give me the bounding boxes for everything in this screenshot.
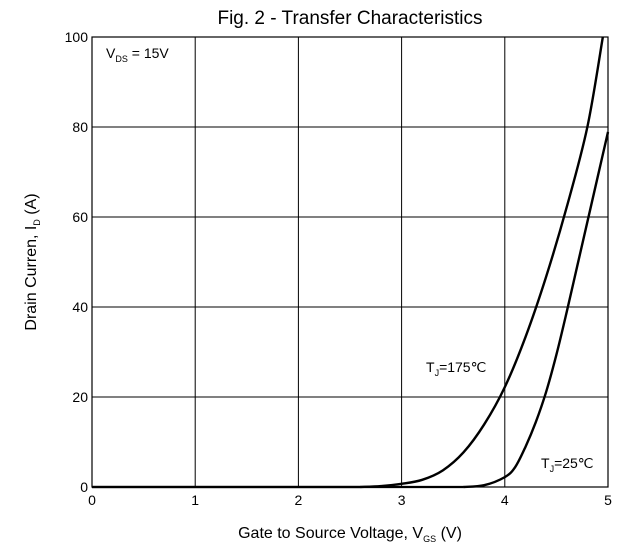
x-tick-label: 0 (88, 492, 96, 508)
plot-frame (91, 36, 609, 488)
y-axis-label: Drain Curren, ID (A) (23, 193, 42, 330)
y-tick-label: 40 (72, 299, 88, 315)
x-tick-label: 5 (604, 492, 612, 508)
series-lines (92, 36, 610, 489)
grid-lines (92, 37, 608, 487)
x-tick-label: 4 (501, 492, 509, 508)
y-tick-labels: 0 20 40 60 80 100 (65, 29, 89, 495)
series-label-25c: TJ=25℃ (541, 455, 594, 474)
series-line-0 (360, 36, 605, 489)
series-label-175c: TJ=175℃ (426, 359, 486, 378)
y-tick-label: 60 (72, 209, 88, 225)
x-tick-label: 2 (295, 492, 303, 508)
x-tick-labels: 0 1 2 3 4 5 (88, 492, 612, 508)
y-tick-label: 80 (72, 119, 88, 135)
x-axis-label: Gate to Source Voltage, VGS (V) (238, 525, 462, 544)
chart-title: Fig. 2 - Transfer Characteristics (217, 8, 482, 29)
x-tick-label: 3 (398, 492, 406, 508)
x-tick-label: 1 (191, 492, 199, 508)
y-tick-label: 100 (65, 29, 89, 45)
y-tick-label: 20 (72, 389, 88, 405)
condition-label: VDS = 15V (106, 45, 169, 64)
series-line-1 (463, 131, 610, 489)
y-tick-label: 0 (80, 479, 88, 495)
